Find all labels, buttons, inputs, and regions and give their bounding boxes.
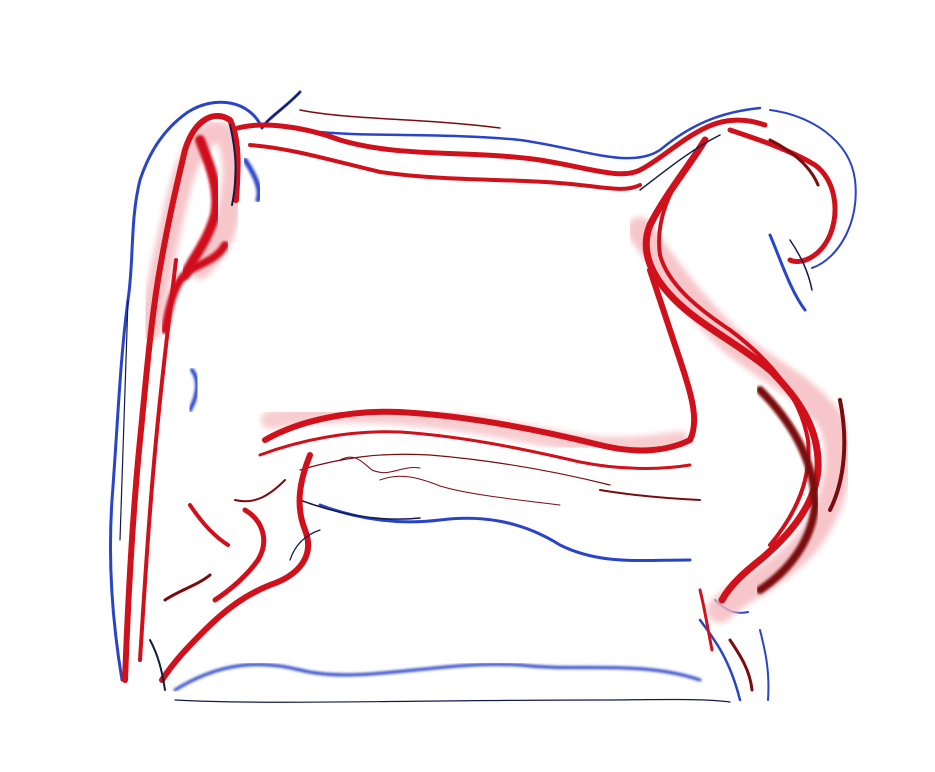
outer-blue-edges xyxy=(108,90,857,703)
dark-accent-lines xyxy=(119,124,813,691)
red-bands xyxy=(122,109,851,692)
